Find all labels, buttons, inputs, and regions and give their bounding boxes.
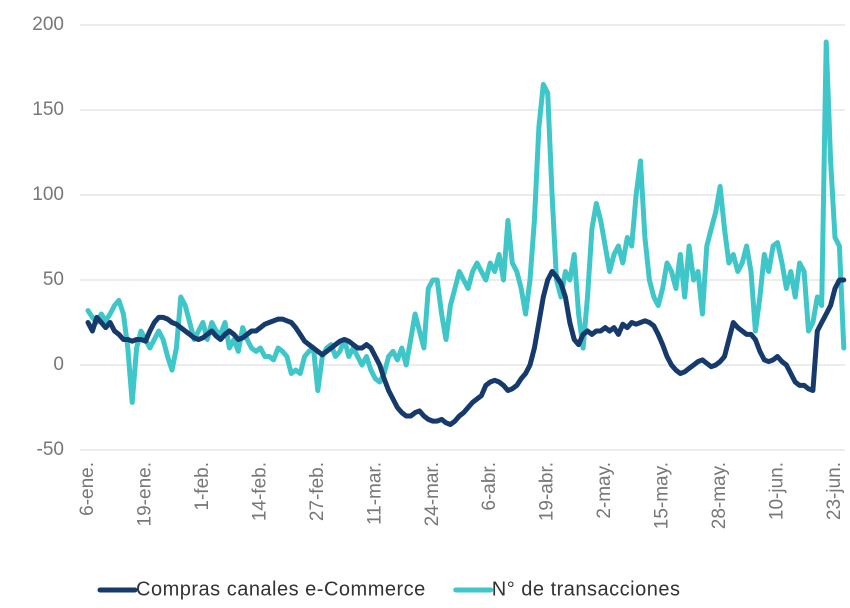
x-tick-label: 19-ene. bbox=[134, 462, 155, 526]
x-tick-label: 2-may. bbox=[594, 462, 615, 519]
y-tick-label: 50 bbox=[43, 269, 64, 290]
x-tick-label: 24-mar. bbox=[422, 462, 443, 526]
legend-label: N° de transacciones bbox=[492, 578, 681, 600]
y-tick-label: -50 bbox=[37, 439, 64, 460]
x-tick-label: 10-jun. bbox=[767, 462, 788, 520]
x-tick-label: 11-mar. bbox=[364, 462, 385, 525]
x-tick-label: 27-feb. bbox=[307, 462, 328, 521]
y-tick-label: 0 bbox=[53, 354, 64, 375]
x-tick-label: 6-ene. bbox=[77, 462, 98, 516]
y-tick-label: 150 bbox=[32, 99, 64, 120]
y-tick-label: 100 bbox=[32, 184, 64, 205]
x-tick-label: 14-feb. bbox=[249, 462, 270, 521]
x-tick-label: 19-abr. bbox=[537, 462, 558, 521]
y-tick-label: 200 bbox=[32, 14, 64, 35]
x-tick-label: 28-may. bbox=[709, 462, 730, 529]
x-tick-label: 6-abr. bbox=[479, 462, 500, 511]
x-tick-label: 15-may. bbox=[652, 462, 673, 529]
x-tick-label: 1-feb. bbox=[192, 462, 213, 511]
x-tick-label: 23-jun. bbox=[824, 462, 845, 520]
series-line bbox=[85, 269, 847, 427]
legend-label: Compras canales e-Commerce bbox=[136, 578, 426, 600]
series-line bbox=[85, 39, 847, 405]
